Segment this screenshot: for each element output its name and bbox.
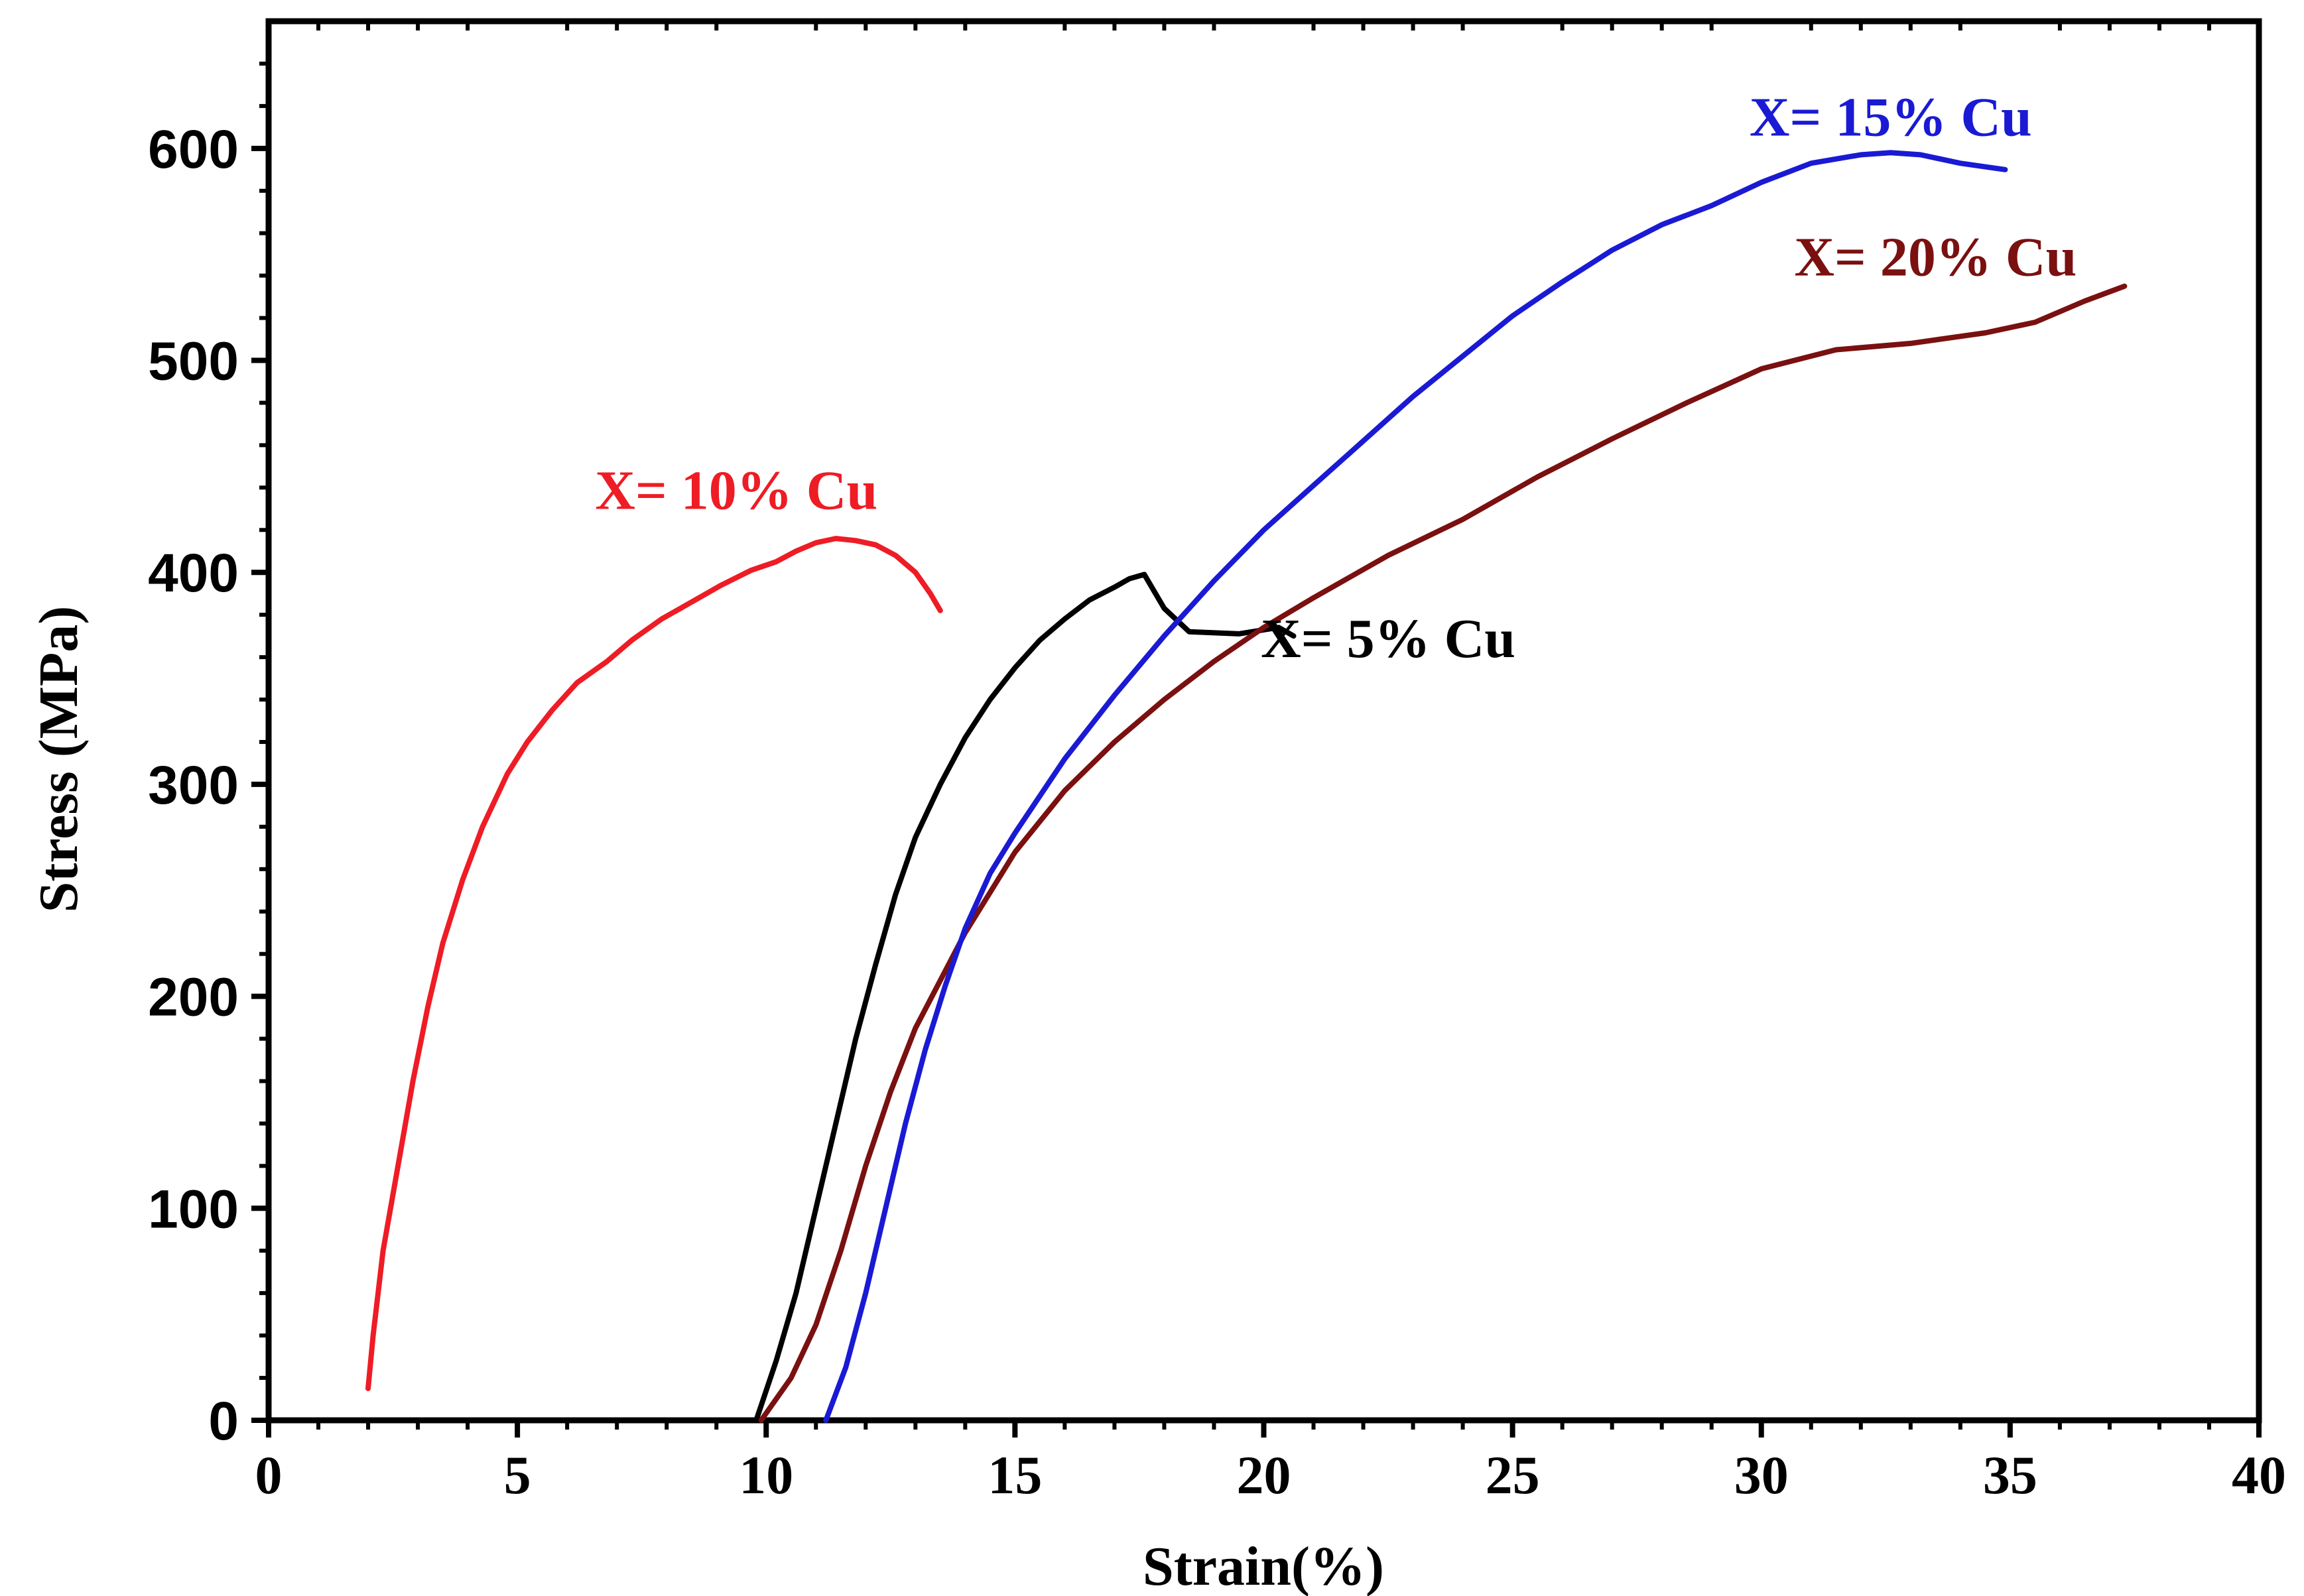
x-tick-label: 15 [988, 1445, 1042, 1505]
x-tick-label: 25 [1486, 1445, 1540, 1505]
y-tick-label: 500 [148, 332, 239, 392]
series-label: X= 5% Cu [1261, 608, 1515, 670]
x-tick-label: 30 [1734, 1445, 1789, 1505]
x-tick-label: 40 [2232, 1445, 2286, 1505]
y-tick-label: 400 [148, 543, 239, 603]
y-axis-ticks: 0 100 200 300 400 500 600 [148, 61, 269, 1451]
x-axis-title: Strain(%) [1143, 1536, 1384, 1596]
y-tick-label: 600 [148, 119, 239, 180]
series-line [823, 150, 2008, 1423]
x-tick-label: 35 [1983, 1445, 2037, 1505]
series-line [365, 536, 943, 1391]
series-label: X= 15% Cu [1750, 87, 2032, 149]
series-line [758, 283, 2128, 1423]
y-tick-label: 0 [208, 1391, 239, 1451]
x-axis-ticks: 0 5 10 15 20 25 30 35 40 [255, 21, 2286, 1505]
y-tick-label: 200 [148, 967, 239, 1028]
y-tick-label: 300 [148, 755, 239, 816]
series-label: X= 10% Cu [595, 460, 877, 521]
y-axis-title: Stress (MPa) [28, 606, 90, 913]
x-tick-label: 10 [739, 1445, 793, 1505]
y-tick-label: 100 [148, 1179, 239, 1239]
series-label: X= 20% Cu [1794, 227, 2077, 288]
x-tick-label: 5 [504, 1445, 531, 1505]
x-tick-label: 20 [1237, 1445, 1291, 1505]
series-lines [365, 150, 2128, 1423]
series-line [753, 572, 1297, 1423]
series-labels: X= 10% Cu X= 5% Cu X= 20% Cu X= 15% Cu [595, 87, 2077, 670]
x-tick-label: 0 [255, 1445, 283, 1505]
